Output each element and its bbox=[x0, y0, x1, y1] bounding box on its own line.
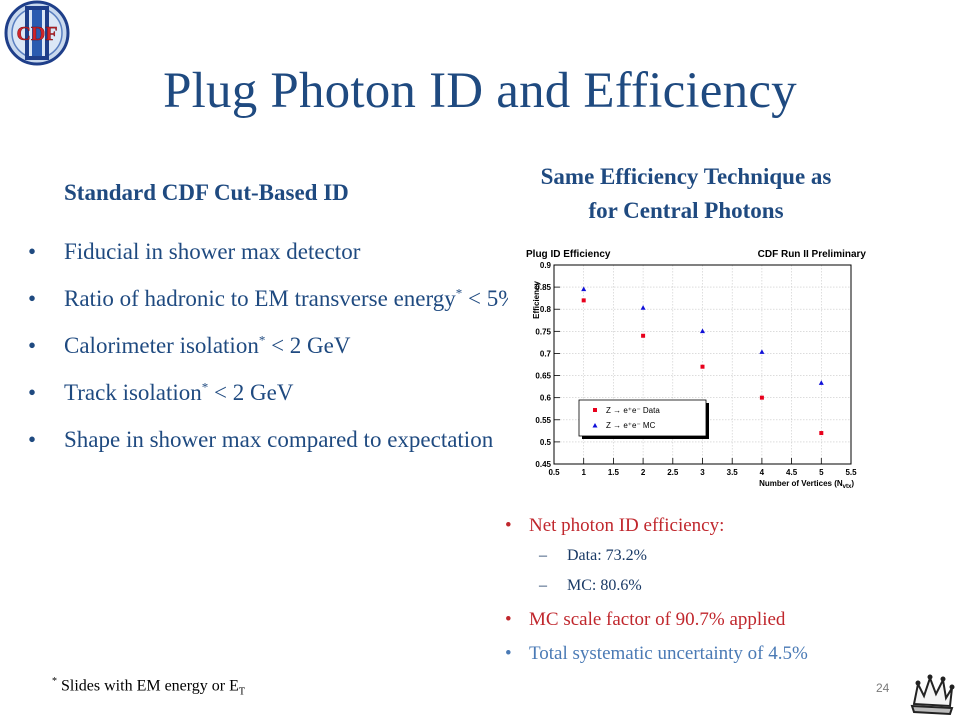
chart-ytick-label: 0.85 bbox=[535, 283, 551, 292]
chart-background bbox=[508, 240, 870, 492]
chart-xtick-label: 3.5 bbox=[727, 468, 739, 477]
legend-box bbox=[578, 399, 707, 437]
chart-legend: Z → e⁺e⁻ Data Z → e⁺e⁻ MC bbox=[578, 399, 709, 439]
chart-xtick-label: 3 bbox=[700, 468, 705, 477]
chart-xtick-label: 1.5 bbox=[608, 468, 620, 477]
legend-label-data: Z → e⁺e⁻ Data bbox=[606, 406, 660, 415]
chart-ytick-label: 0.55 bbox=[535, 416, 551, 425]
chart-title: Plug ID Efficiency bbox=[526, 249, 611, 260]
legend-marker-mc bbox=[592, 423, 598, 428]
list-item: • Calorimeter isolation* < 2 GeV bbox=[28, 332, 351, 358]
chart-xtick-label: 2 bbox=[641, 468, 646, 477]
chart-plot-frame bbox=[553, 264, 852, 465]
chart-point-data bbox=[819, 431, 824, 436]
chart-xtick-label: 5.5 bbox=[845, 468, 857, 477]
chart-ytick-label: 0.5 bbox=[540, 438, 552, 447]
chart-xtick-label: 0.5 bbox=[548, 468, 560, 477]
chart-ytick-label: 0.6 bbox=[540, 394, 552, 403]
chart-point-data bbox=[641, 333, 646, 338]
chart-point-data bbox=[759, 395, 764, 400]
chart-xtick-label: 1 bbox=[581, 468, 586, 477]
chart-ytick-label: 0.45 bbox=[535, 460, 551, 469]
left-bullet-list: • Fiducial in shower max detector • Ratio … bbox=[28, 238, 518, 473]
chart-ylabel: Efficiency bbox=[532, 281, 541, 319]
chart-xlabel-sub: vtx bbox=[843, 484, 852, 490]
right-heading-line2: for Central Photons bbox=[588, 198, 784, 223]
chart-ytick-label: 0.9 bbox=[540, 261, 552, 270]
list-item: – Data: 73.2% bbox=[539, 547, 647, 564]
list-item: • Fiducial in shower max detector bbox=[28, 239, 361, 264]
chart-point-mc bbox=[640, 305, 646, 310]
list-item: • Ratio of hadronic to EM transverse ener… bbox=[28, 285, 518, 311]
list-item: • Net photon ID efficiency: bbox=[505, 515, 725, 536]
list-item: • Total systematic uncertainty of 4.5% bbox=[505, 643, 808, 664]
right-heading: Same Efficiency Technique as for Central… bbox=[476, 160, 896, 228]
chart-xtick-label: 4.5 bbox=[786, 468, 798, 477]
chart-point-data bbox=[700, 364, 705, 369]
crown-icon bbox=[910, 674, 955, 716]
list-item: • MC scale factor of 90.7% applied bbox=[505, 609, 786, 630]
chart-xlabel-main: Number of Vertices (N bbox=[759, 479, 843, 488]
chart-ytick-label: 0.7 bbox=[540, 349, 552, 358]
efficiency-chart: Plug ID Efficiency CDF Run II Preliminar… bbox=[508, 240, 870, 492]
list-item: – MC: 80.6% bbox=[539, 577, 642, 594]
list-item: • Shape in shower max compared to expecta… bbox=[28, 427, 494, 452]
chart-ytick-label: 0.75 bbox=[535, 327, 551, 336]
list-item: • Track isolation* < 2 GeV bbox=[28, 379, 294, 405]
chart-xlabel-end: ) bbox=[851, 479, 854, 488]
left-heading: Standard CDF Cut-Based ID bbox=[64, 180, 349, 205]
right-heading-line1: Same Efficiency Technique as bbox=[540, 164, 832, 189]
chart-point-data bbox=[581, 298, 586, 303]
chart-point-mc bbox=[818, 380, 824, 385]
chart-xlabel: Number of Vertices (Nvtx) bbox=[759, 479, 854, 490]
chart-xtick-label: 2.5 bbox=[667, 468, 679, 477]
chart-point-mc bbox=[581, 286, 587, 292]
cdf-logo-text: CDF bbox=[16, 23, 57, 45]
chart-xtick-label: 4 bbox=[760, 468, 765, 477]
footnote: * Slides with EM energy or ET bbox=[52, 676, 246, 698]
legend-label-mc: Z → e⁺e⁻ MC bbox=[606, 421, 656, 430]
chart-ytick-label: 0.65 bbox=[535, 372, 551, 381]
right-bullet-list: • Net photon ID efficiency: – Data: 73.2% … bbox=[505, 514, 945, 666]
chart-point-mc bbox=[700, 328, 705, 334]
cdf-logo: CDF bbox=[4, 0, 70, 66]
chart-subtitle: CDF Run II Preliminary bbox=[758, 249, 867, 260]
chart-ytick-label: 0.8 bbox=[540, 305, 552, 314]
page-title: Plug Photon ID and Efficiency bbox=[163, 63, 797, 119]
chart-xtick-label: 5 bbox=[819, 468, 824, 477]
chart-point-mc bbox=[759, 349, 765, 354]
legend-marker-data bbox=[593, 408, 597, 412]
page-number: 24 bbox=[876, 681, 890, 695]
